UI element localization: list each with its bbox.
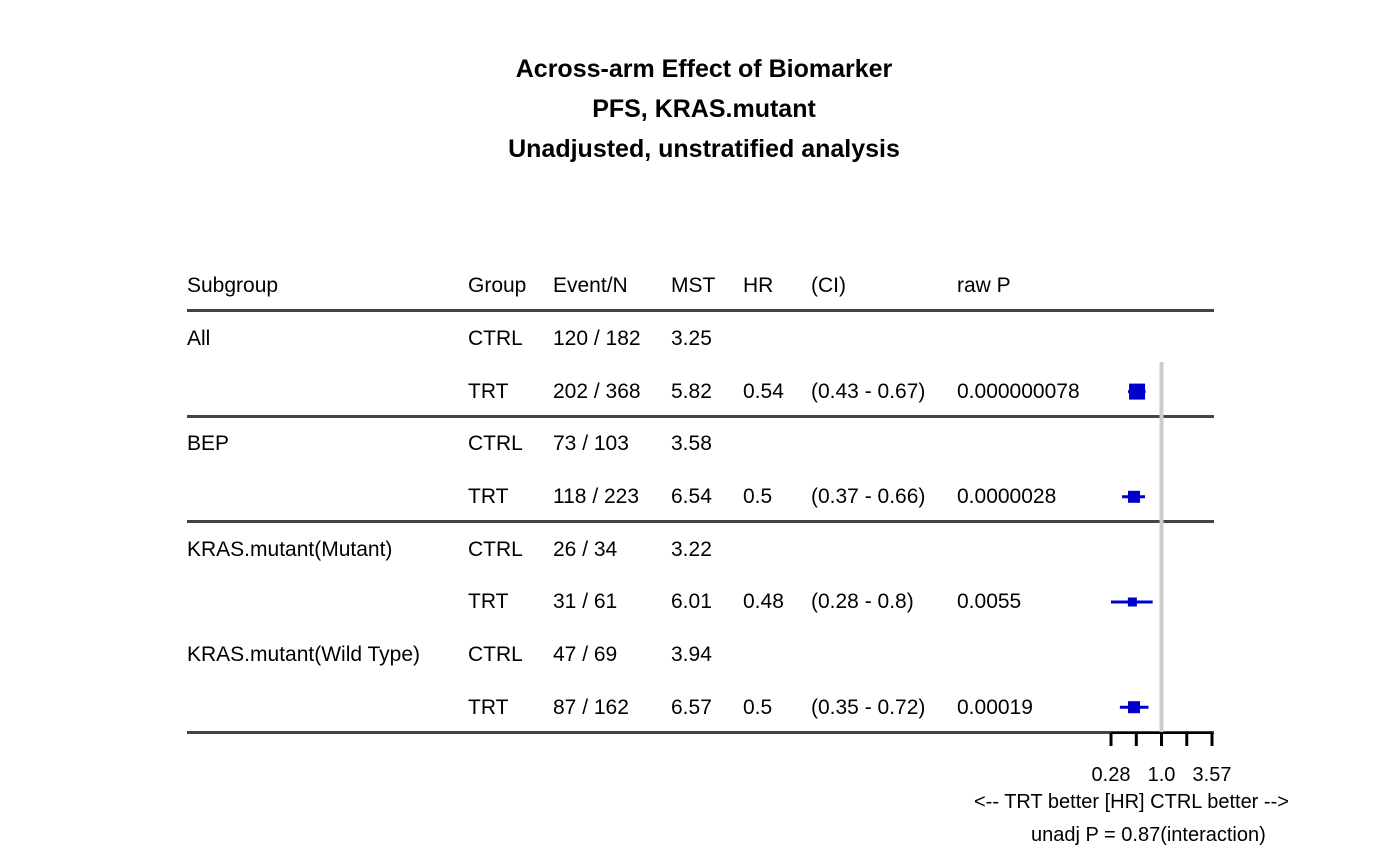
table-cell-ci: (0.28 - 0.8) (811, 590, 914, 613)
table-cell-subgroup: All (187, 327, 211, 350)
table-cell-raw-p: 0.000000078 (957, 380, 1080, 403)
header-raw-p: raw P (957, 274, 1011, 297)
table-bottom-rule (187, 731, 1214, 734)
chart-title-line-1: Across-arm Effect of Biomarker (515, 55, 893, 83)
header-mst: MST (671, 274, 716, 297)
table-cell-mst: 6.57 (671, 696, 712, 719)
chart-title-line-2: PFS, KRAS.mutant (592, 95, 816, 123)
table-cell-group: CTRL (468, 538, 523, 561)
axis-caption: <-- TRT better [HR] CTRL better --> (974, 791, 1289, 813)
header-ci: (CI) (811, 274, 846, 297)
table-cell-group: TRT (468, 590, 509, 613)
table-cell-ci: (0.35 - 0.72) (811, 696, 926, 719)
table-cell-raw-p: 0.0000028 (957, 485, 1057, 508)
table-cell-group: TRT (468, 696, 509, 719)
table-cell-group: TRT (468, 485, 509, 508)
table-cell-hr: 0.5 (743, 485, 773, 508)
table-cell-raw-p: 0.00019 (957, 696, 1033, 719)
interaction-p-note: unadj P = 0.87(interaction) (1031, 824, 1266, 846)
table-cell-mst: 6.01 (671, 590, 712, 613)
table-cell-group: CTRL (468, 643, 523, 666)
table-cell-subgroup: BEP (187, 432, 230, 455)
table-cell-event-n: 118 / 223 (553, 485, 640, 508)
table-cell-hr: 0.5 (743, 696, 773, 719)
table-header-rule (187, 309, 1214, 312)
hr-point (1128, 701, 1141, 714)
table-cell-event-n: 202 / 368 (553, 380, 641, 403)
hr-point (1128, 490, 1141, 503)
table-cell-group: CTRL (468, 432, 523, 455)
table-cell-event-n: 47 / 69 (553, 643, 618, 666)
table-cell-group: TRT (468, 380, 509, 403)
table-cell-hr: 0.48 (743, 590, 784, 613)
hr-point (1127, 597, 1137, 607)
table-cell-subgroup: KRAS.mutant(Wild Type) (187, 643, 421, 666)
table-cell-ci: (0.37 - 0.66) (811, 485, 926, 508)
header-hr: HR (743, 274, 774, 297)
table-cell-event-n: 73 / 103 (553, 432, 629, 455)
table-cell-mst: 3.22 (671, 538, 712, 561)
table-cell-subgroup: KRAS.mutant(Mutant) (187, 538, 393, 561)
table-cell-event-n: 87 / 162 (553, 696, 629, 719)
table-cell-event-n: 26 / 34 (553, 538, 618, 561)
table-cell-mst: 5.82 (671, 380, 712, 403)
table-cell-mst: 6.54 (671, 485, 712, 508)
header-group: Group (468, 274, 527, 297)
table-section-rule-2 (187, 520, 1214, 523)
header-event-n: Event/N (553, 274, 628, 297)
table-section-rule-1 (187, 415, 1214, 418)
table-cell-event-n: 120 / 182 (553, 327, 641, 350)
table-cell-mst: 3.58 (671, 432, 712, 455)
table-cell-ci: (0.43 - 0.67) (811, 380, 926, 403)
table-cell-event-n: 31 / 61 (553, 590, 618, 613)
x-tick-label: 1.0 (1148, 764, 1176, 786)
hr-point (1129, 383, 1146, 400)
x-tick-label: 3.57 (1193, 764, 1232, 786)
table-cell-hr: 0.54 (743, 380, 784, 403)
table-cell-mst: 3.25 (671, 327, 712, 350)
chart-title-line-3: Unadjusted, unstratified analysis (508, 135, 900, 163)
table-cell-group: CTRL (468, 327, 523, 350)
x-tick-label: 0.28 (1092, 764, 1131, 786)
table-cell-raw-p: 0.0055 (957, 590, 1022, 613)
header-subgroup: Subgroup (187, 274, 279, 297)
table-cell-mst: 3.94 (671, 643, 712, 666)
